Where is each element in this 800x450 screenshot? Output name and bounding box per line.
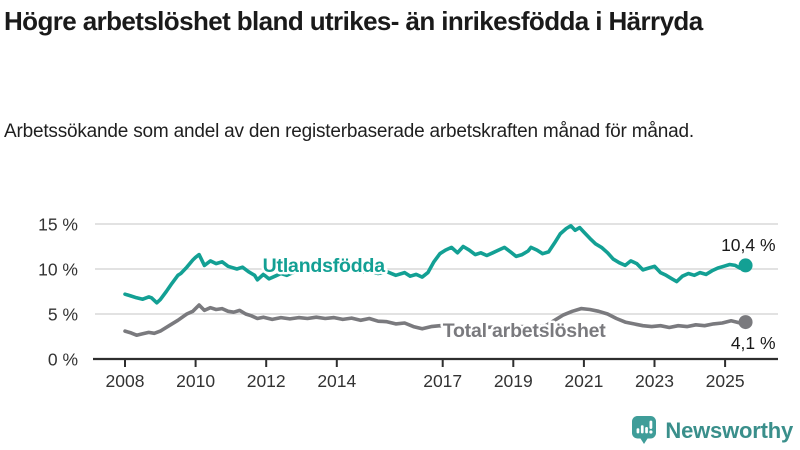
series-line-total-arbetsl-shet: [123, 303, 748, 337]
chart-subtitle: Arbetssökande som andel av den registerb…: [4, 121, 694, 142]
chart-labels: Total arbetslöshet 4,1 % Utlandsfödda 10,4 …: [260, 235, 776, 353]
y-tick-label: 0 %: [48, 350, 78, 370]
x-tick-label: 2012: [247, 371, 286, 391]
newsworthy-logo-text: Newsworthy: [665, 418, 793, 443]
series-end-dot: [738, 315, 753, 330]
x-tick-label: 2008: [106, 371, 145, 391]
series-line-utlandsf-dda: [123, 223, 748, 305]
chart-series: [123, 223, 748, 337]
newsworthy-logo: Newsworthy: [631, 415, 793, 447]
x-tick-label: 2010: [176, 371, 215, 391]
series-end-value: 10,4 %: [721, 235, 775, 255]
chart-axes: 0 % 5 % 10 % 15 % 2008 2010 2012 2014 2017 2019 20…: [38, 215, 778, 391]
x-tick-label: 2023: [635, 371, 674, 391]
x-tick-label: 2025: [706, 371, 745, 391]
y-tick-label: 15 %: [38, 215, 78, 235]
newsworthy-logo-icon: [632, 416, 657, 444]
series-end-value: 4,1 %: [731, 333, 776, 353]
series-label: Utlandsfödda: [263, 255, 386, 277]
y-tick-label: 10 %: [38, 260, 78, 280]
x-tick-label: 2019: [494, 371, 533, 391]
chart-title: Högre arbetslöshet bland utrikes- än inr…: [4, 6, 703, 36]
line-chart: 0 % 5 % 10 % 15 % 2008 2010 2012 2014 2017 2019 20…: [38, 215, 778, 391]
x-tick-label: 2014: [317, 371, 356, 391]
series-end-dot: [738, 258, 753, 273]
x-tick-label: 2021: [564, 371, 603, 391]
x-tick-label: 2017: [423, 371, 462, 391]
chart-gridlines: [95, 223, 778, 315]
series-label: Total arbetslöshet: [443, 320, 607, 342]
y-tick-label: 5 %: [48, 305, 78, 325]
